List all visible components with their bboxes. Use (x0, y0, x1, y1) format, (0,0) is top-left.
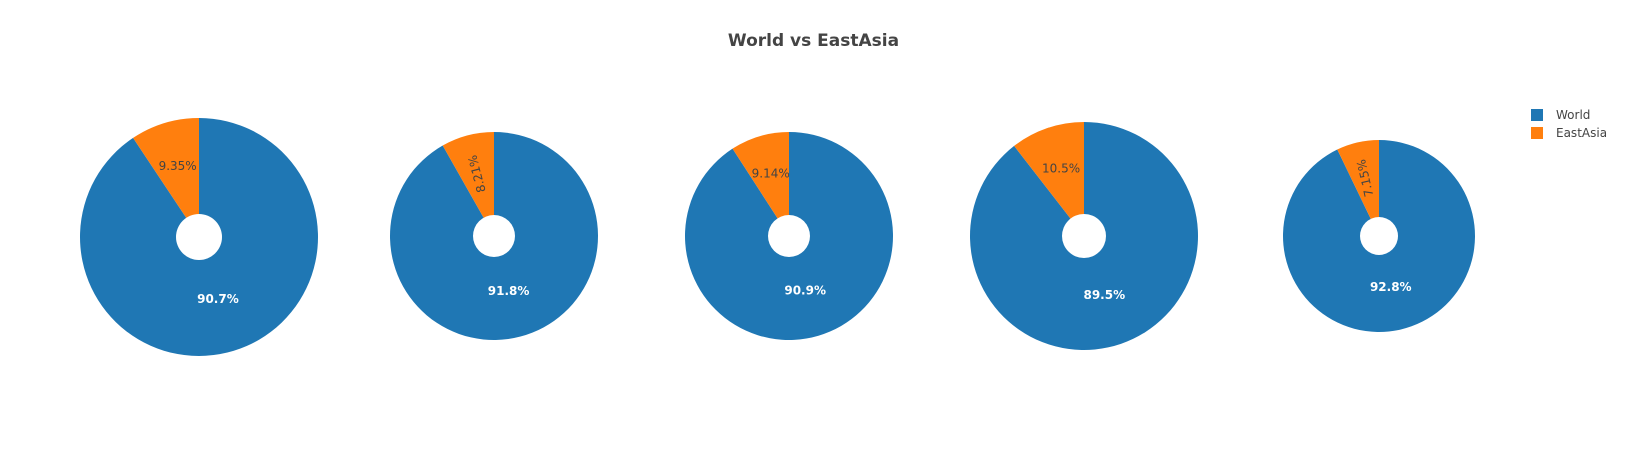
pie-1-slice-eastasia[interactable] (133, 118, 199, 237)
legend-swatch-world (1531, 109, 1543, 121)
pie-5-hole (1360, 217, 1398, 255)
pie-3-label-world: 90.9% (784, 283, 826, 297)
pie-2-label-world: 91.8% (488, 284, 530, 298)
pie-5: 92.8%7.15% (1283, 140, 1476, 333)
pie-3: 90.9% 9.14% (685, 132, 894, 340)
legend-label-eastasia: EastAsia (1556, 126, 1608, 140)
pie-3-slice-eastasia[interactable] (732, 132, 789, 236)
pie-2: 91.8%8.21% (390, 132, 598, 341)
pie-3-label-eastasia: 9.14% (752, 167, 790, 181)
pie-4-label-eastasia: 10.5% (1042, 162, 1080, 176)
pie-4-hole (1062, 214, 1106, 258)
chart-title: World vs EastAsia (727, 31, 900, 51)
pie-4-label-world: 89.5% (1083, 288, 1125, 302)
pie-4-slice-eastasia[interactable] (1014, 122, 1084, 236)
legend-item-world[interactable]: World (1531, 106, 1607, 124)
pie-5-slice-eastasia[interactable] (1337, 140, 1379, 236)
pie-1: 90.7% 9.35% (80, 118, 319, 356)
pie-2-slice-eastasia[interactable] (442, 132, 494, 236)
pie-1-label-world: 90.7% (197, 292, 239, 306)
legend-swatch-eastasia (1531, 127, 1543, 139)
legend-item-eastasia[interactable]: EastAsia (1531, 124, 1607, 142)
pie-1-hole (176, 214, 222, 260)
pie-5-label-world: 92.8% (1370, 280, 1412, 294)
legend[interactable]: World EastAsia (1531, 106, 1607, 142)
pie-3-hole (768, 215, 810, 257)
legend-label-world: World (1556, 108, 1591, 122)
pie-4: 89.5% 10.5% (969, 122, 1198, 350)
pie-2-hole (473, 215, 515, 257)
pie-1-label-eastasia: 9.35% (159, 159, 197, 173)
